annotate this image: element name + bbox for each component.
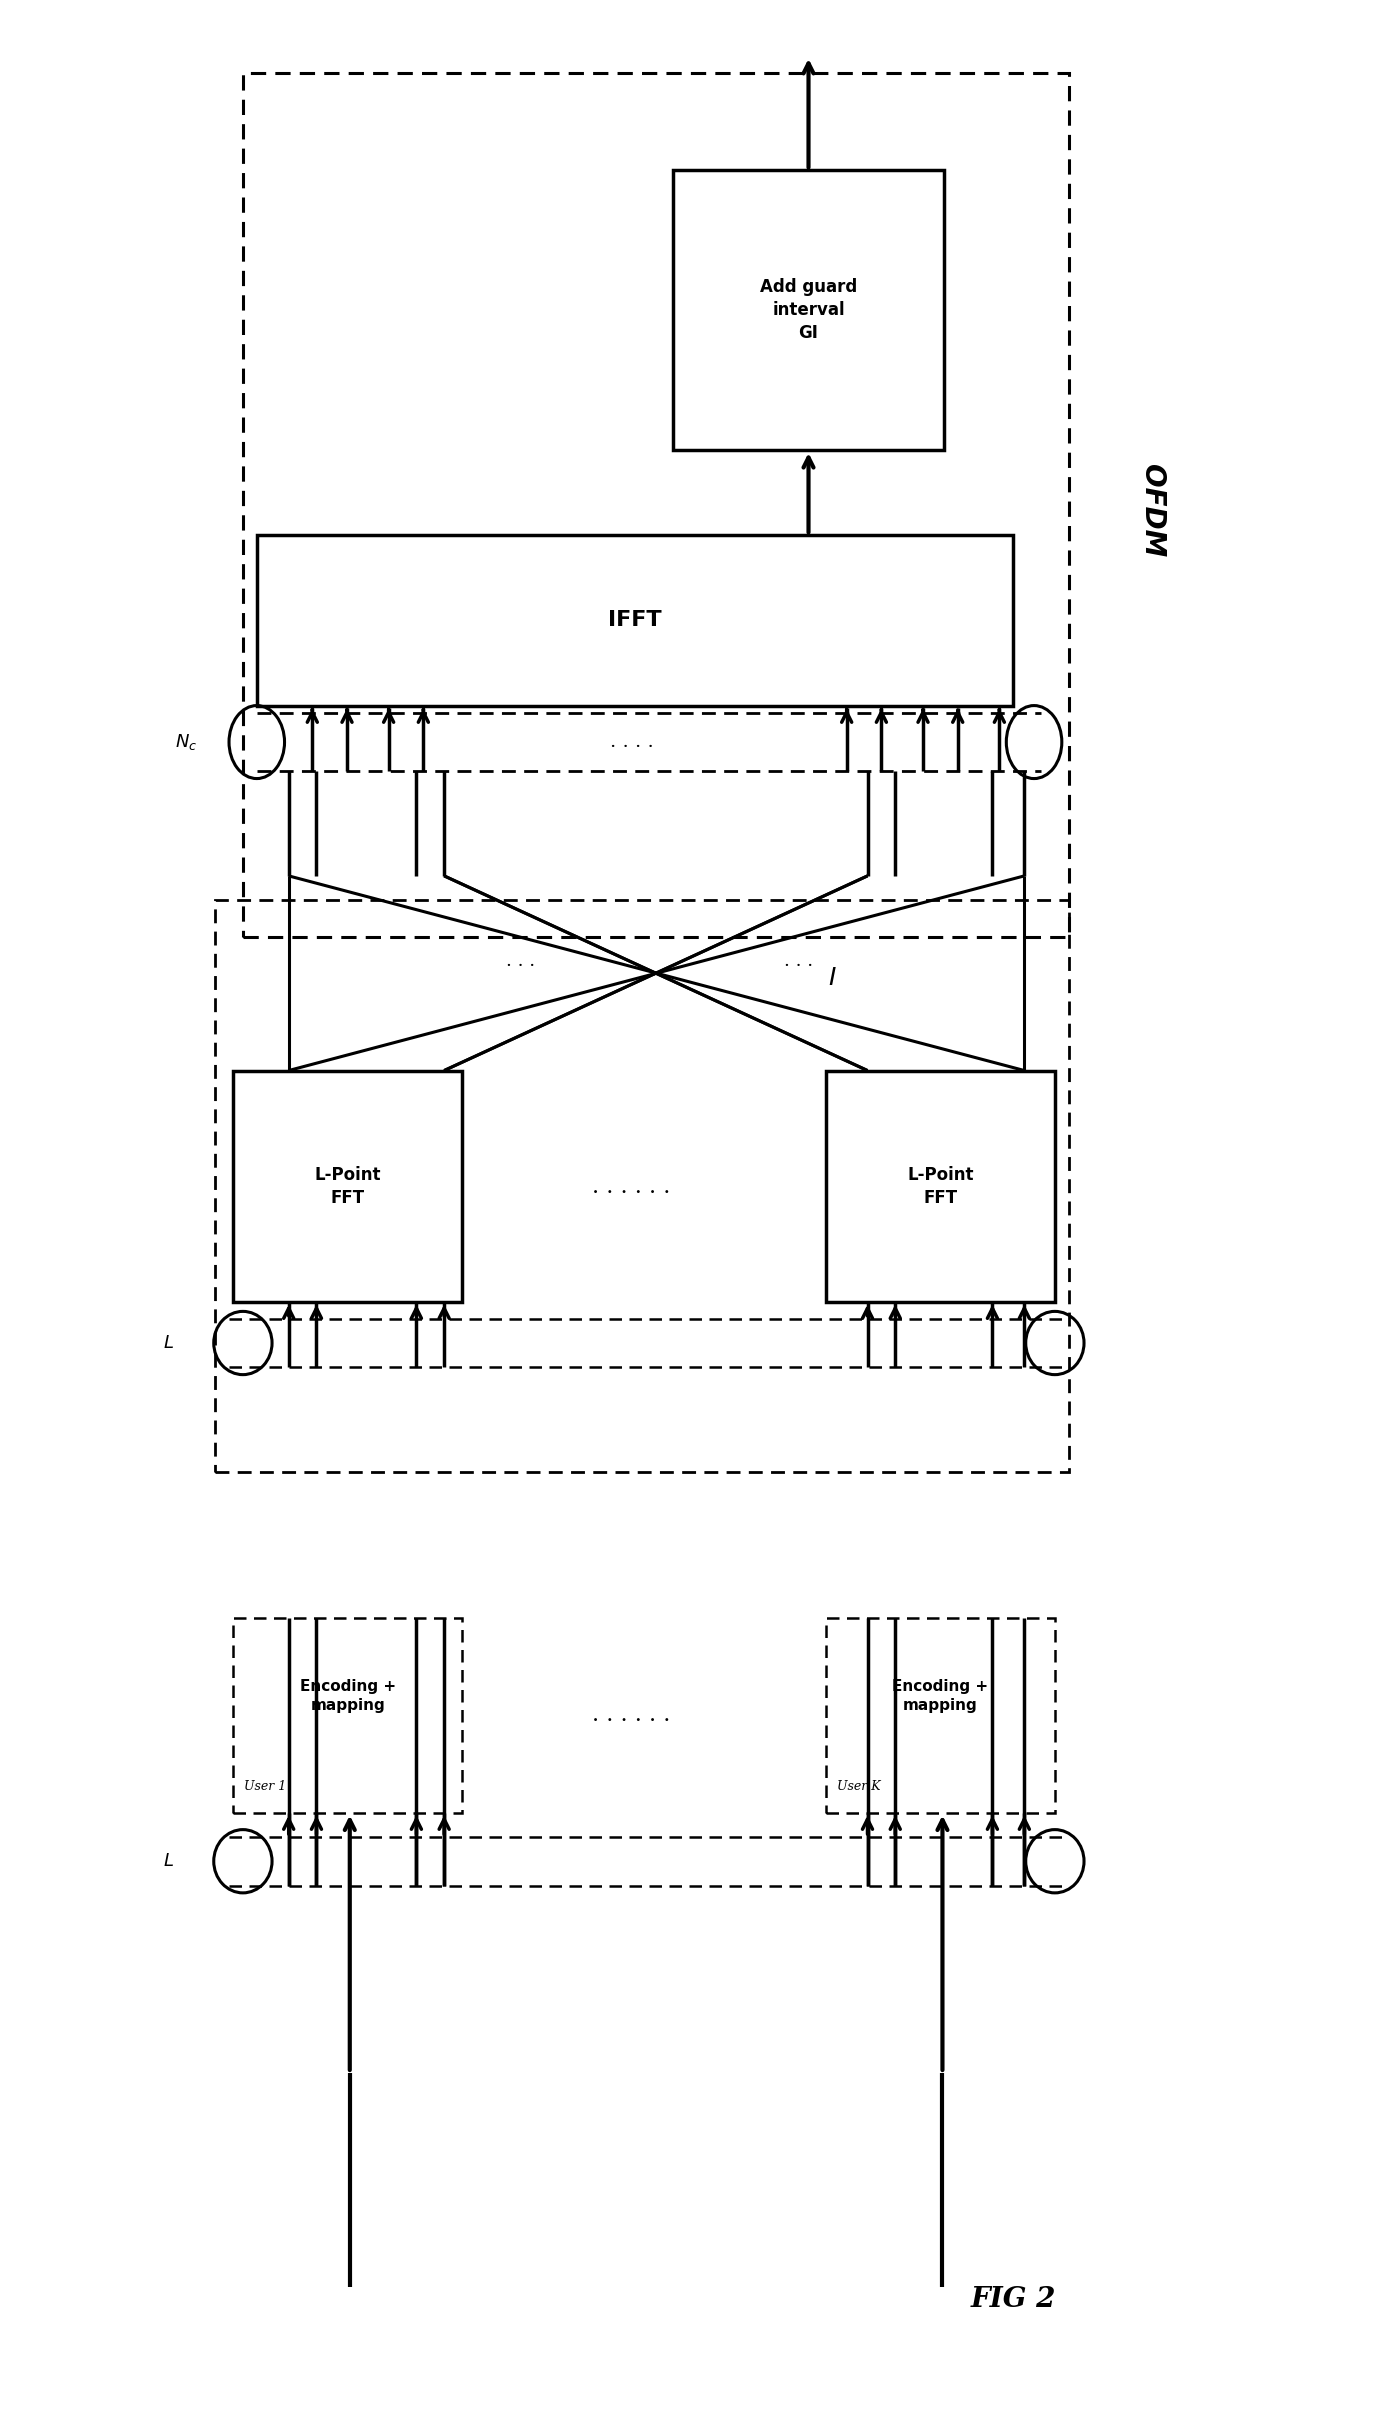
Bar bbox=[243, 73, 1069, 937]
Text: User K: User K bbox=[837, 1781, 880, 1793]
Text: FIG 2: FIG 2 bbox=[970, 2285, 1056, 2314]
Bar bbox=[257, 535, 1013, 706]
Bar bbox=[826, 1071, 1055, 1302]
Text: L-Point
FFT: L-Point FFT bbox=[315, 1165, 380, 1207]
Bar bbox=[673, 170, 944, 450]
Bar bbox=[826, 1618, 1055, 1813]
Text: Encoding +
mapping: Encoding + mapping bbox=[892, 1679, 988, 1713]
Text: $I$: $I$ bbox=[829, 966, 837, 990]
Text: $L$: $L$ bbox=[162, 1852, 174, 1871]
Text: User 1: User 1 bbox=[244, 1781, 286, 1793]
Text: OFDM: OFDM bbox=[1138, 465, 1166, 557]
Bar bbox=[233, 1071, 462, 1302]
Text: Add guard
interval
GI: Add guard interval GI bbox=[759, 277, 858, 343]
Text: IFFT: IFFT bbox=[608, 611, 662, 630]
Bar bbox=[233, 1618, 462, 1813]
Text: $L$: $L$ bbox=[162, 1333, 174, 1353]
Text: . . . .: . . . . bbox=[609, 732, 654, 752]
Text: $N_c$: $N_c$ bbox=[175, 732, 197, 752]
Text: L-Point
FFT: L-Point FFT bbox=[908, 1165, 973, 1207]
Text: . . . . . .: . . . . . . bbox=[593, 1703, 670, 1727]
Text: Encoding +
mapping: Encoding + mapping bbox=[300, 1679, 396, 1713]
Text: . . .: . . . bbox=[784, 951, 812, 971]
Text: . . .: . . . bbox=[507, 951, 534, 971]
Bar bbox=[215, 900, 1069, 1472]
Text: . . . . . .: . . . . . . bbox=[593, 1175, 670, 1199]
